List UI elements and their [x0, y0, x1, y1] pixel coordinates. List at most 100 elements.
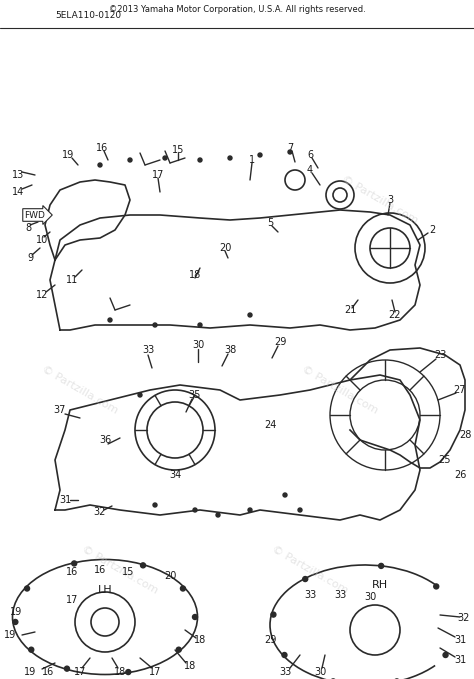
- Text: 18: 18: [114, 667, 126, 677]
- Text: 34: 34: [169, 470, 181, 480]
- Text: 22: 22: [389, 310, 401, 320]
- Text: 15: 15: [122, 567, 134, 577]
- Circle shape: [283, 493, 287, 497]
- Circle shape: [181, 586, 185, 591]
- Circle shape: [98, 163, 102, 167]
- Text: 35: 35: [189, 390, 201, 400]
- Circle shape: [271, 612, 276, 617]
- Text: 16: 16: [66, 567, 78, 577]
- Circle shape: [126, 669, 131, 674]
- Text: 12: 12: [36, 290, 48, 300]
- Text: 26: 26: [454, 470, 466, 480]
- Circle shape: [303, 576, 308, 581]
- Text: 33: 33: [334, 590, 346, 600]
- Text: 1: 1: [249, 155, 255, 165]
- Text: 32: 32: [94, 507, 106, 517]
- Text: 30: 30: [192, 340, 204, 350]
- Text: 19: 19: [10, 607, 22, 617]
- Text: 29: 29: [274, 337, 286, 347]
- Text: © Partzilla.com: © Partzilla.com: [40, 364, 120, 416]
- Text: 18: 18: [194, 635, 206, 645]
- Text: 31: 31: [454, 655, 466, 665]
- Text: 16: 16: [96, 143, 108, 153]
- Text: 16: 16: [42, 667, 54, 677]
- Circle shape: [72, 561, 77, 566]
- Text: 10: 10: [36, 235, 48, 245]
- Text: 16: 16: [94, 565, 106, 575]
- Text: © Partzilla.com: © Partzilla.com: [270, 544, 350, 596]
- Text: 9: 9: [27, 253, 33, 263]
- Text: 38: 38: [224, 345, 236, 355]
- Text: 17: 17: [152, 170, 164, 180]
- Text: LH: LH: [98, 585, 112, 595]
- Circle shape: [25, 586, 29, 591]
- Text: 15: 15: [172, 145, 184, 155]
- Text: 37: 37: [54, 405, 66, 415]
- Circle shape: [282, 653, 287, 657]
- Text: 20: 20: [219, 243, 231, 253]
- Text: 27: 27: [454, 385, 466, 395]
- Text: 19: 19: [24, 667, 36, 677]
- Circle shape: [228, 156, 232, 160]
- Text: 33: 33: [142, 345, 154, 355]
- Text: 19: 19: [62, 150, 74, 160]
- Text: 31: 31: [59, 495, 71, 505]
- Text: 33: 33: [279, 667, 291, 677]
- Text: 6: 6: [307, 150, 313, 160]
- Text: 18: 18: [184, 661, 196, 671]
- Text: 5ELA110-0120: 5ELA110-0120: [55, 10, 121, 20]
- Circle shape: [198, 323, 202, 327]
- Circle shape: [108, 318, 112, 322]
- Text: 20: 20: [164, 571, 176, 581]
- Text: ©2013 Yamaha Motor Corporation, U.S.A. All rights reserved.: ©2013 Yamaha Motor Corporation, U.S.A. A…: [109, 5, 365, 14]
- Text: 7: 7: [287, 143, 293, 153]
- Text: 17: 17: [149, 667, 161, 677]
- Circle shape: [138, 393, 142, 397]
- Text: RH: RH: [372, 580, 388, 590]
- Text: 29: 29: [264, 635, 276, 645]
- Text: 8: 8: [25, 223, 31, 233]
- Text: © Partzilla.com: © Partzilla.com: [80, 544, 160, 596]
- Text: FWD: FWD: [25, 210, 46, 219]
- Text: 25: 25: [439, 455, 451, 465]
- Text: 5: 5: [267, 218, 273, 228]
- Circle shape: [288, 150, 292, 154]
- Circle shape: [258, 153, 262, 157]
- Circle shape: [192, 614, 198, 619]
- Circle shape: [64, 666, 70, 671]
- Text: 36: 36: [99, 435, 111, 445]
- Circle shape: [248, 508, 252, 512]
- Text: 30: 30: [364, 592, 376, 602]
- Text: 30: 30: [314, 667, 326, 677]
- Circle shape: [29, 647, 34, 653]
- Circle shape: [443, 653, 448, 657]
- Text: 18: 18: [189, 270, 201, 280]
- Text: 14: 14: [12, 187, 24, 197]
- Text: 11: 11: [66, 275, 78, 285]
- Text: 17: 17: [66, 595, 78, 605]
- Circle shape: [163, 156, 167, 160]
- Circle shape: [216, 513, 220, 517]
- Circle shape: [153, 323, 157, 327]
- Circle shape: [198, 158, 202, 162]
- Circle shape: [140, 563, 146, 568]
- Circle shape: [176, 647, 181, 653]
- Text: 13: 13: [12, 170, 24, 180]
- Circle shape: [13, 619, 18, 625]
- Text: 4: 4: [307, 165, 313, 175]
- Text: © Partzilla.com: © Partzilla.com: [300, 364, 380, 416]
- Text: 31: 31: [454, 635, 466, 645]
- Text: 3: 3: [387, 195, 393, 205]
- Text: 2: 2: [429, 225, 435, 235]
- Circle shape: [298, 508, 302, 512]
- Circle shape: [379, 564, 383, 568]
- Text: 17: 17: [74, 667, 86, 677]
- Text: 23: 23: [434, 350, 446, 360]
- Circle shape: [434, 584, 439, 589]
- Text: 19: 19: [4, 630, 16, 640]
- Text: 24: 24: [264, 420, 276, 430]
- Text: 21: 21: [344, 305, 356, 315]
- Circle shape: [153, 503, 157, 507]
- Circle shape: [193, 508, 197, 512]
- Circle shape: [248, 313, 252, 317]
